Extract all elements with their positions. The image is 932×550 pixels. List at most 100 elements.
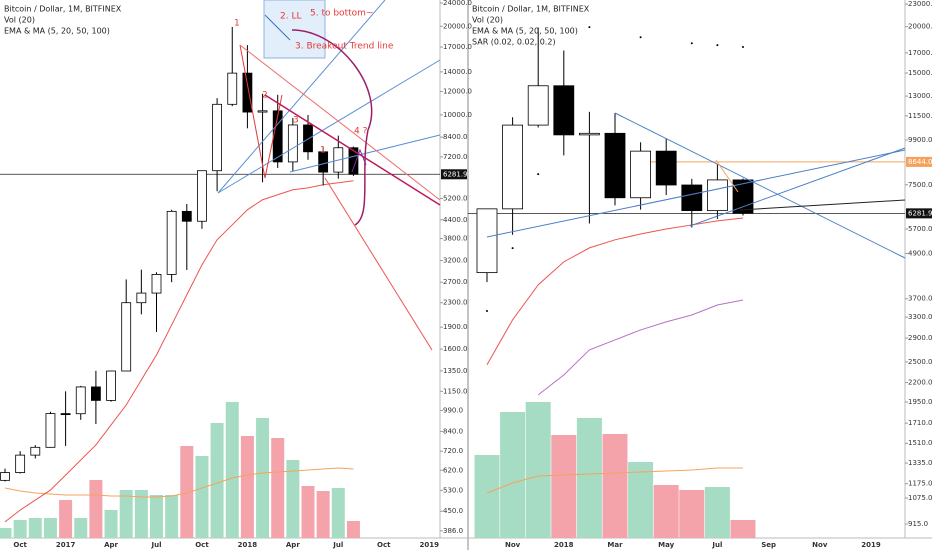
trend-line — [689, 147, 906, 227]
annotation: 3. Breakout Trend line — [295, 42, 394, 52]
y-tick-label: 2300.0 — [443, 299, 468, 307]
x-tick-label: Sep — [761, 541, 776, 549]
ema-line — [537, 299, 744, 396]
candle-body — [553, 85, 575, 136]
y-tick-label: 720.0 — [443, 447, 463, 455]
y-tick-label: 7200.0 — [443, 153, 468, 161]
indicator-label: EMA & MA (5, 20, 50, 100) — [472, 27, 578, 36]
volume-bar — [301, 486, 315, 538]
candle-body — [227, 72, 238, 105]
annotation: 5. to bottom~ — [310, 9, 373, 19]
y-tick-label: 3800.0 — [443, 235, 468, 243]
y-tick-label: 3200.0 — [443, 256, 468, 264]
x-tick-label: 2019 — [861, 541, 881, 549]
indicator-label: Vol (20) — [4, 16, 35, 25]
trend-line — [739, 199, 906, 211]
volume-bar — [89, 480, 103, 538]
candle-body — [707, 179, 728, 212]
y-tick-label: 530.0 — [443, 486, 463, 494]
volume-bar — [602, 434, 628, 538]
candle-body — [121, 302, 132, 372]
volume-bar — [28, 518, 42, 538]
volume-bar — [331, 488, 345, 538]
volume-bar — [271, 438, 285, 538]
x-tick-label: May — [658, 541, 674, 549]
y-tick-label: 20000.0 — [443, 22, 472, 30]
y-tick-label: 450.0 — [443, 507, 463, 515]
y-tick-label: 15000.0 — [908, 69, 932, 77]
y-tick-label: 14000.0 — [443, 68, 472, 76]
y-tick-label: 2500.0 — [908, 358, 932, 366]
candle-body — [106, 370, 116, 401]
y-tick-label: 1075.0 — [908, 494, 932, 502]
y-tick-label: 10000.0 — [443, 111, 472, 119]
volume-bar — [551, 435, 577, 538]
volume-bar — [256, 418, 270, 538]
volume-bar — [13, 520, 27, 538]
y-tick-label: 386.0 — [443, 527, 463, 535]
volume-bar — [576, 418, 602, 538]
x-tick-label: Nov — [812, 541, 828, 549]
indicator-label: Vol (20) — [472, 16, 503, 25]
y-tick-label: 4900.0 — [908, 249, 932, 257]
y-tick-label: 12000.0 — [443, 88, 472, 96]
volume-bar — [134, 490, 148, 538]
annotation: 2 — [262, 91, 268, 101]
candle-body — [348, 147, 359, 175]
y-tick-label: 1950.0 — [908, 398, 932, 406]
y-tick-label: 3700.0 — [908, 295, 932, 303]
candle-body — [655, 150, 677, 186]
y-tick-label: 1600.0 — [443, 345, 468, 353]
volume-bar — [43, 518, 57, 538]
x-tick-label: Oct — [13, 541, 27, 549]
x-tick-label: 2018 — [554, 541, 574, 549]
volume-bar — [286, 460, 300, 538]
x-tick-label: Oct — [195, 541, 209, 549]
x-tick-label: Apr — [104, 541, 118, 549]
chart-title: Bitcoin / Dollar, 1M, BITFINEX — [472, 5, 590, 14]
box — [263, 0, 326, 59]
indicator-label: EMA & MA (5, 20, 50, 100) — [4, 27, 110, 36]
volume-bar — [730, 520, 756, 538]
arc — [291, 29, 373, 226]
candle-body — [197, 170, 207, 222]
candle-body — [527, 85, 549, 126]
candle-body — [91, 386, 101, 401]
x-tick-label: Apr — [286, 541, 300, 549]
y-tick-label: 620.0 — [443, 466, 463, 474]
sar-dot — [511, 247, 514, 250]
candle-body — [30, 446, 41, 456]
candle-body — [15, 454, 26, 473]
trend-line — [217, 59, 441, 194]
volume-bar — [653, 485, 679, 538]
volume-bar — [165, 495, 179, 538]
y-tick-label: 915.0 — [908, 520, 928, 528]
volume-bar — [195, 456, 209, 538]
candle-body — [242, 72, 253, 113]
trend-line — [217, 0, 386, 194]
annotation: 2. LL — [280, 12, 301, 22]
y-tick-label: 11500.0 — [908, 112, 932, 120]
volume-bar — [104, 510, 118, 538]
candle-body — [681, 184, 703, 212]
price-tag — [441, 169, 467, 180]
y-tick-label: 4400.0 — [443, 216, 468, 224]
x-tick-label: Jul — [332, 541, 343, 549]
y-tick-label: 1710.0 — [908, 419, 932, 427]
candle-body — [604, 132, 626, 199]
x-tick-label: Jul — [711, 541, 722, 549]
candle-body — [60, 413, 71, 415]
drawings — [217, 0, 441, 351]
sar-dot — [537, 173, 540, 176]
annotation: 4 ? — [354, 127, 368, 137]
ema-line — [4, 180, 354, 523]
candle-body — [272, 110, 283, 163]
y-tick-label: 3300.0 — [908, 313, 932, 321]
trend-line — [614, 112, 906, 259]
volume-bar — [679, 490, 705, 538]
y-tick-label: 1175.0 — [908, 480, 932, 488]
trend-line — [239, 44, 266, 179]
y-tick-label: 24000.0 — [443, 0, 472, 7]
